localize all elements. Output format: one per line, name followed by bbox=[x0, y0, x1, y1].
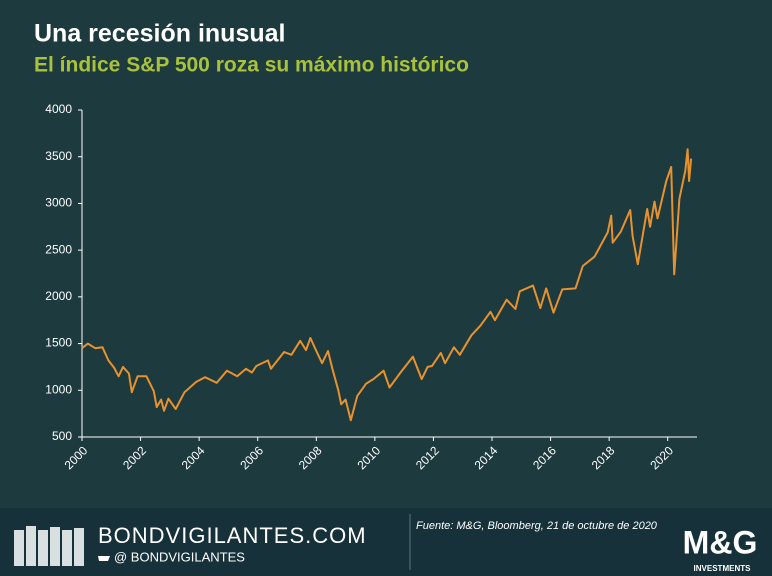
footer-site: BONDVIGILANTES.COM bbox=[98, 523, 367, 548]
y-tick-label: 1000 bbox=[45, 382, 72, 396]
y-tick-label: 3500 bbox=[45, 149, 72, 163]
series-line bbox=[81, 148, 693, 422]
y-tick-label: 4000 bbox=[45, 102, 72, 116]
people-icons bbox=[14, 526, 84, 566]
twitter-icon bbox=[98, 556, 110, 561]
chart-subtitle: El índice S&P 500 roza su máximo históri… bbox=[34, 54, 469, 77]
footer-band bbox=[0, 508, 772, 576]
footer-source: Fuente: M&G, Bloomberg, 21 de octubre de… bbox=[416, 520, 658, 532]
logo-sub: INVESTMENTS bbox=[694, 564, 752, 573]
y-tick-label: 500 bbox=[52, 429, 72, 443]
y-tick-label: 3000 bbox=[45, 196, 72, 210]
y-tick-label: 2000 bbox=[45, 289, 72, 303]
y-tick-label: 2500 bbox=[45, 242, 72, 256]
y-tick-label: 1500 bbox=[45, 336, 72, 350]
footer-handle: @ BONDVIGILANTES bbox=[114, 549, 245, 564]
chart-title: Una recesión inusual bbox=[34, 20, 285, 48]
logo: M&G bbox=[683, 524, 758, 560]
